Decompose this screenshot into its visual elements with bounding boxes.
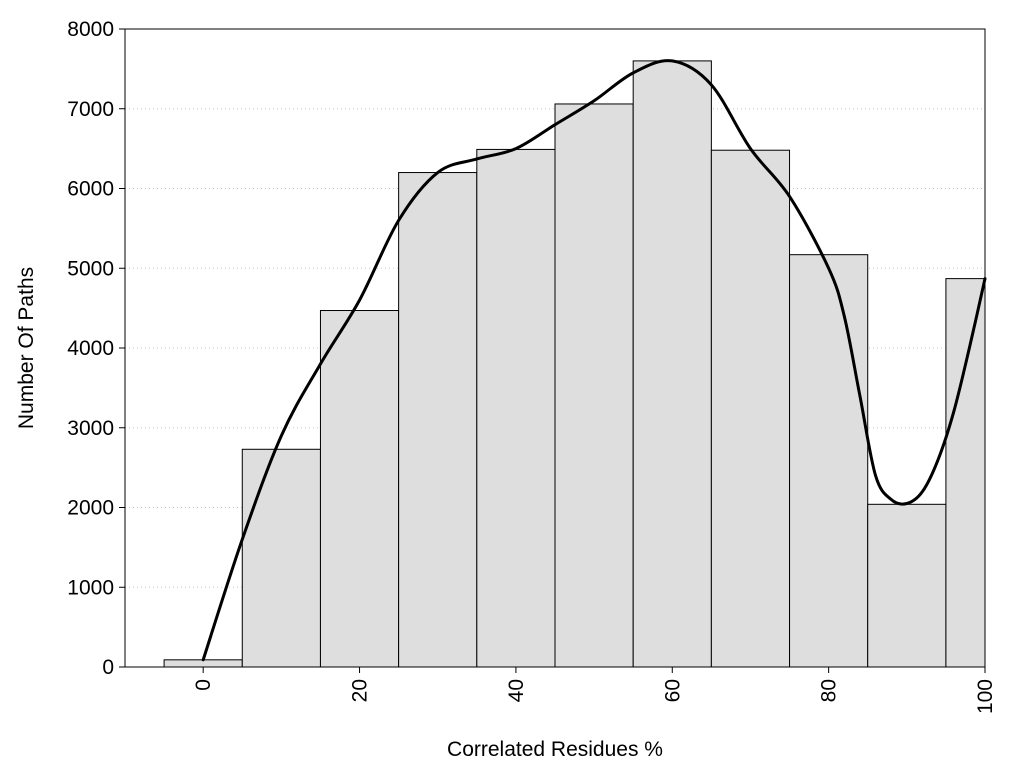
- y-axis-ticks: 0 1000 2000 3000 4000 5000 6000 7000 8000: [67, 18, 125, 679]
- bar-80: [789, 254, 869, 668]
- x-axis-label: Correlated Residues %: [447, 738, 663, 761]
- y-tick-label-1000: 1000: [67, 576, 114, 599]
- bar-30: [398, 172, 478, 668]
- y-tick-label-4000: 4000: [67, 337, 114, 360]
- x-axis-ticks: 0 20 40 60 80 100: [192, 667, 997, 714]
- y-tick-label-0: 0: [102, 656, 114, 679]
- bar-60: [632, 60, 712, 668]
- y-tick-label-8000: 8000: [67, 18, 114, 41]
- y-tick-label-5000: 5000: [67, 257, 114, 280]
- bar-50: [554, 103, 634, 668]
- y-tick-label-3000: 3000: [67, 417, 114, 440]
- y-tick-label-2000: 2000: [67, 497, 114, 520]
- x-tick-label-0: 0: [192, 679, 215, 691]
- y-tick-label-6000: 6000: [67, 178, 114, 201]
- x-tick-label-80: 80: [818, 679, 841, 702]
- y-axis-label: Number Of Paths: [15, 267, 38, 429]
- bar-20: [319, 310, 400, 668]
- bar-40: [476, 148, 556, 668]
- bar-70: [710, 149, 791, 668]
- x-tick-label-40: 40: [505, 679, 528, 702]
- x-tick-label-60: 60: [661, 679, 684, 702]
- y-tick-label-7000: 7000: [67, 98, 114, 121]
- bar-100: [945, 278, 986, 668]
- bars: [163, 60, 986, 668]
- x-tick-label-100: 100: [974, 679, 997, 714]
- density-curve: [201, 59, 987, 662]
- bar-10: [241, 448, 321, 668]
- x-tick-label-20: 20: [349, 679, 372, 702]
- bar-90: [867, 503, 947, 668]
